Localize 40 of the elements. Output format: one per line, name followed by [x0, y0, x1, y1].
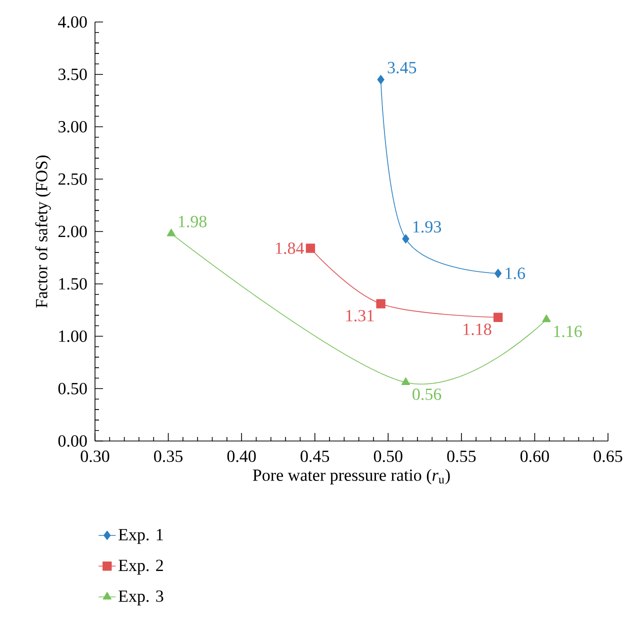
data-label: 1.84 [276, 242, 304, 254]
legend-label: Exp. 3 [118, 590, 164, 606]
y-tick-label: 0.50 [58, 382, 87, 394]
point [401, 377, 410, 385]
legend-label: Exp. 1 [118, 528, 163, 544]
x-tick-label: 0.35 [154, 450, 183, 462]
x-tick-label: 0.45 [300, 450, 330, 462]
point [166, 228, 176, 236]
point [493, 312, 503, 322]
y-tick-label: 2.50 [58, 173, 87, 185]
y-tick-label: 1.50 [59, 278, 87, 290]
point [377, 75, 384, 84]
data-label: 1.18 [464, 324, 492, 336]
y-tick-label: 1.00 [59, 330, 87, 342]
point [542, 314, 551, 322]
y-tick-label: 4.00 [58, 16, 87, 28]
data-label: 1.98 [178, 216, 207, 228]
x-tick-label: 0.50 [374, 450, 402, 462]
point [376, 299, 386, 308]
y-tick-label: 0.00 [58, 435, 87, 447]
data-label: 1.93 [413, 221, 442, 233]
x-tick-label: 0.65 [594, 450, 622, 462]
data-label: 1.16 [554, 326, 582, 338]
x-tick-label: 0.60 [520, 450, 549, 462]
legend-label: Exp. 2 [118, 560, 163, 575]
data-label: 0.56 [412, 388, 442, 400]
point [402, 234, 410, 244]
y-axis-title: Factor of safety (FOS) [35, 156, 51, 308]
x-tick-label: 0.30 [80, 450, 110, 462]
x-tick-label: 0.40 [227, 450, 256, 462]
x-tick-label: 0.55 [447, 450, 476, 462]
point [494, 268, 502, 278]
x-axis-title: Pore water pressure ratio (r$_{u}$) [252, 468, 450, 484]
point [306, 244, 316, 253]
y-tick-label: 2.00 [58, 226, 87, 238]
data-label: 1.6 [506, 268, 526, 280]
y-tick-label: 3.00 [58, 120, 87, 133]
data-label: 1.31 [346, 310, 374, 322]
data-label: 3.45 [388, 62, 416, 74]
y-tick-label: 3.50 [58, 68, 87, 80]
